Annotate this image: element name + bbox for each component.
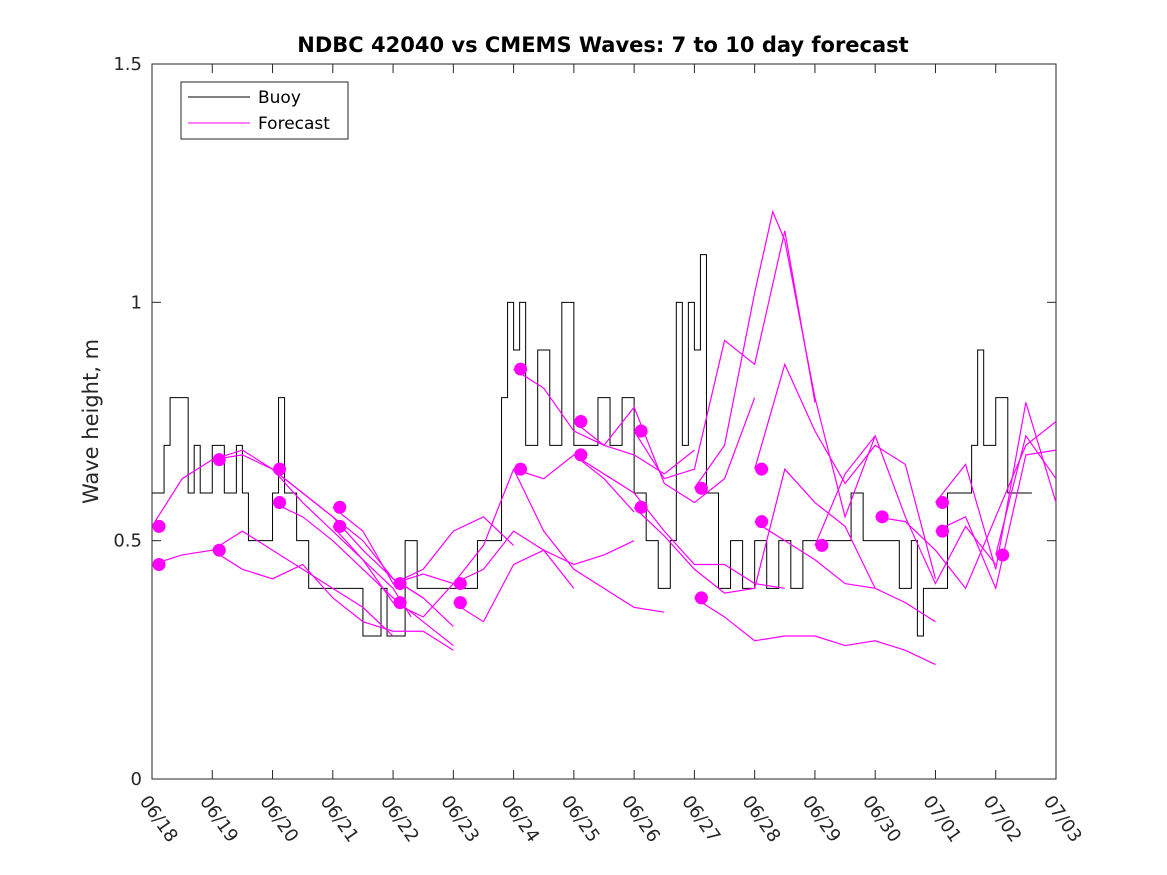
plot-area: 00.511.5 06/18 06/19 06/20 06/21 06/22 06/23 0… [113, 54, 1086, 846]
forecast-line [633, 467, 876, 594]
forecast-marker [634, 424, 648, 438]
forecast-line [272, 501, 454, 647]
forecast-markers [152, 362, 1010, 610]
forecast-line [995, 434, 1057, 556]
forecast-marker [935, 524, 949, 538]
forecast-marker [273, 496, 287, 510]
forecast-line [693, 209, 876, 519]
forecast-line [453, 540, 635, 623]
forecast-marker [574, 448, 588, 462]
forecast-marker [755, 462, 769, 476]
chart-title: NDBC 42040 vs CMEMS Waves: 7 to 10 day f… [297, 33, 908, 57]
y-tick-label: 0 [131, 769, 142, 790]
forecast-line [934, 402, 1057, 570]
forecast-marker [152, 558, 166, 571]
buoy-line [152, 254, 1032, 637]
forecast-marker [875, 510, 889, 524]
legend-buoy-label: Buoy [258, 88, 301, 108]
forecast-line [272, 468, 454, 627]
legend-forecast-label: Forecast [258, 114, 330, 134]
forecast-line [694, 597, 936, 666]
forecast-marker [393, 577, 407, 591]
forecast-marker [694, 591, 708, 605]
forecast-marker [152, 519, 166, 533]
y-tick-label: 1 [131, 292, 142, 313]
legend: Buoy Forecast [180, 81, 349, 140]
forecast-marker [935, 496, 949, 510]
forecast-marker [453, 577, 467, 591]
forecast-line [332, 506, 515, 585]
forecast-series [151, 209, 1057, 666]
forecast-marker [634, 500, 648, 514]
forecast-marker [273, 462, 287, 476]
forecast-marker [755, 515, 769, 529]
forecast-line [151, 530, 394, 637]
forecast-marker [212, 543, 226, 557]
forecast-line [211, 549, 454, 651]
y-axis-ticks: 0 0.5 1 1.5 [113, 54, 1056, 790]
forecast-line [935, 449, 1057, 591]
forecast-line [754, 521, 936, 623]
forecast-line [814, 434, 997, 585]
forecast-marker [815, 538, 829, 552]
y-tick-label: 1.5 [113, 54, 142, 75]
forecast-marker [514, 362, 528, 376]
forecast-line [633, 230, 816, 480]
buoy-series [152, 254, 1032, 637]
y-axis-label: Wave height, m [79, 339, 103, 504]
forecast-marker [333, 519, 347, 533]
forecast-marker [996, 548, 1010, 562]
legend-box [180, 81, 349, 140]
forecast-line [754, 362, 937, 579]
forecast-marker [694, 481, 708, 495]
forecast-marker [212, 453, 226, 467]
forecast-marker [333, 500, 347, 514]
axes-box [151, 63, 1057, 780]
forecast-line [151, 449, 412, 618]
forecast-marker [574, 415, 588, 428]
y-tick-label: 0.5 [113, 531, 142, 552]
forecast-marker [514, 462, 528, 476]
forecast-line [513, 468, 665, 613]
forecast-line [573, 454, 785, 589]
forecast-line [875, 421, 1057, 590]
forecast-marker [453, 596, 467, 610]
forecast-marker [393, 596, 407, 610]
forecast-line [573, 397, 756, 504]
